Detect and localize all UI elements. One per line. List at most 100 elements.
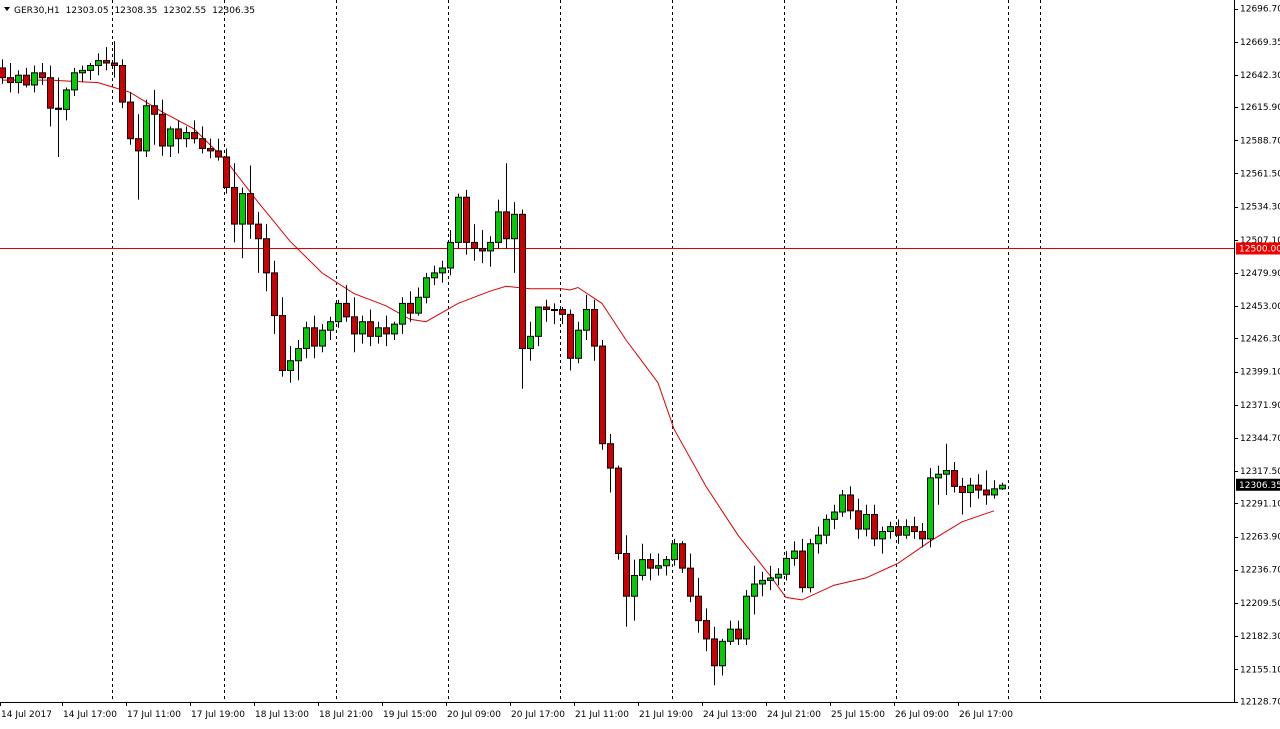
- candle-body: [991, 488, 998, 496]
- candle-body: [511, 213, 518, 240]
- candle: [527, 321, 534, 361]
- candle: [495, 199, 502, 249]
- candle-body: [847, 494, 854, 512]
- candle-body: [559, 308, 566, 315]
- candle: [519, 209, 526, 389]
- candle: [23, 67, 30, 88]
- candle-body: [607, 443, 614, 469]
- candle: [15, 70, 22, 94]
- current-price-tag: 12306.35: [1236, 478, 1280, 491]
- candle-body: [527, 335, 534, 350]
- candle: [503, 163, 510, 249]
- x-tick-labels: 14 Jul 2017 14 Jul 17:00 17 Jul 11:00 17 Ju…: [0, 702, 1013, 720]
- candle-body: [783, 557, 790, 575]
- candle: [183, 126, 190, 148]
- candle: [487, 236, 494, 267]
- y-tick-label: 12615.90: [1240, 103, 1280, 113]
- candle: [639, 543, 646, 581]
- candle: [471, 224, 478, 261]
- candle-body: [935, 473, 942, 479]
- y-tick-label: 12669.35: [1240, 38, 1280, 48]
- candle-body: [463, 196, 470, 243]
- candle-body: [639, 559, 646, 576]
- candle-body: [191, 132, 198, 140]
- candle: [671, 538, 678, 566]
- candle-body: [391, 323, 398, 335]
- candle-body: [863, 513, 870, 530]
- candle-body: [663, 559, 670, 567]
- candle: [951, 462, 958, 493]
- candle: [103, 47, 110, 71]
- candle-body: [975, 484, 982, 491]
- candle: [87, 63, 94, 81]
- candle-body: [671, 543, 678, 561]
- candle-body: [999, 484, 1006, 490]
- x-tick-label: 25 Jul 15:00: [831, 710, 885, 720]
- candle: [663, 555, 670, 576]
- candle: [823, 514, 830, 544]
- candle: [391, 321, 398, 340]
- collapse-triangle-icon[interactable]: [4, 7, 10, 11]
- candle: [303, 321, 310, 359]
- candle: [7, 63, 14, 93]
- y-tick-label: 12642.30: [1240, 71, 1280, 81]
- y-tick-label: 12588.70: [1240, 136, 1280, 146]
- candle-body: [367, 321, 374, 337]
- candle-body: [599, 345, 606, 445]
- candle: [767, 565, 774, 591]
- candle-body: [415, 296, 422, 314]
- candle-body: [431, 272, 438, 279]
- candle-body: [799, 550, 806, 589]
- candle-body: [287, 360, 294, 371]
- candle: [199, 126, 206, 154]
- current-price-tag-bg: [1236, 478, 1280, 491]
- candle: [655, 553, 662, 576]
- candle: [479, 230, 486, 264]
- close-value: 12306.35: [212, 6, 256, 16]
- candle-body: [503, 211, 510, 240]
- candle-body: [927, 477, 934, 540]
- candle: [511, 202, 518, 273]
- y-tick-label: 12561.50: [1240, 169, 1280, 179]
- candle: [31, 65, 38, 93]
- candle-body: [263, 238, 270, 274]
- x-tick-label: 14 Jul 17:00: [63, 710, 117, 720]
- x-tick-label: 17 Jul 11:00: [127, 710, 181, 720]
- candle-body: [71, 72, 78, 91]
- candle: [463, 189, 470, 255]
- candle-body: [943, 470, 950, 475]
- x-tick-label: 20 Jul 09:00: [447, 710, 501, 720]
- candle-body: [759, 579, 766, 585]
- candle-body: [359, 321, 366, 335]
- x-tick-label: 14 Jul 2017: [1, 710, 52, 720]
- candle-body: [383, 327, 390, 335]
- candle-body: [519, 213, 526, 350]
- candle-body: [175, 128, 182, 140]
- candle-body: [815, 534, 822, 545]
- candle-body: [471, 241, 478, 249]
- axes-layer: [0, 0, 1235, 703]
- candle: [575, 321, 582, 364]
- candle: [431, 265, 438, 286]
- candle: [0, 59, 6, 84]
- candle: [895, 519, 902, 544]
- x-tick-label: 18 Jul 21:00: [319, 710, 373, 720]
- candle: [175, 120, 182, 154]
- candle: [623, 535, 630, 627]
- y-tick-label: 12479.90: [1240, 269, 1280, 279]
- candle: [687, 553, 694, 603]
- candle: [631, 559, 638, 621]
- candle-body: [143, 105, 150, 152]
- candle: [311, 315, 318, 359]
- candle: [815, 526, 822, 554]
- y-tick-label: 12317.50: [1240, 467, 1280, 477]
- candle: [359, 315, 366, 344]
- y-tick-label: 12263.90: [1240, 533, 1280, 543]
- candle-body: [735, 628, 742, 640]
- candle-body: [239, 193, 246, 225]
- candle-body: [399, 302, 406, 325]
- candle: [927, 468, 934, 548]
- candle: [551, 303, 558, 325]
- candle: [943, 443, 950, 495]
- candle-body: [751, 583, 758, 597]
